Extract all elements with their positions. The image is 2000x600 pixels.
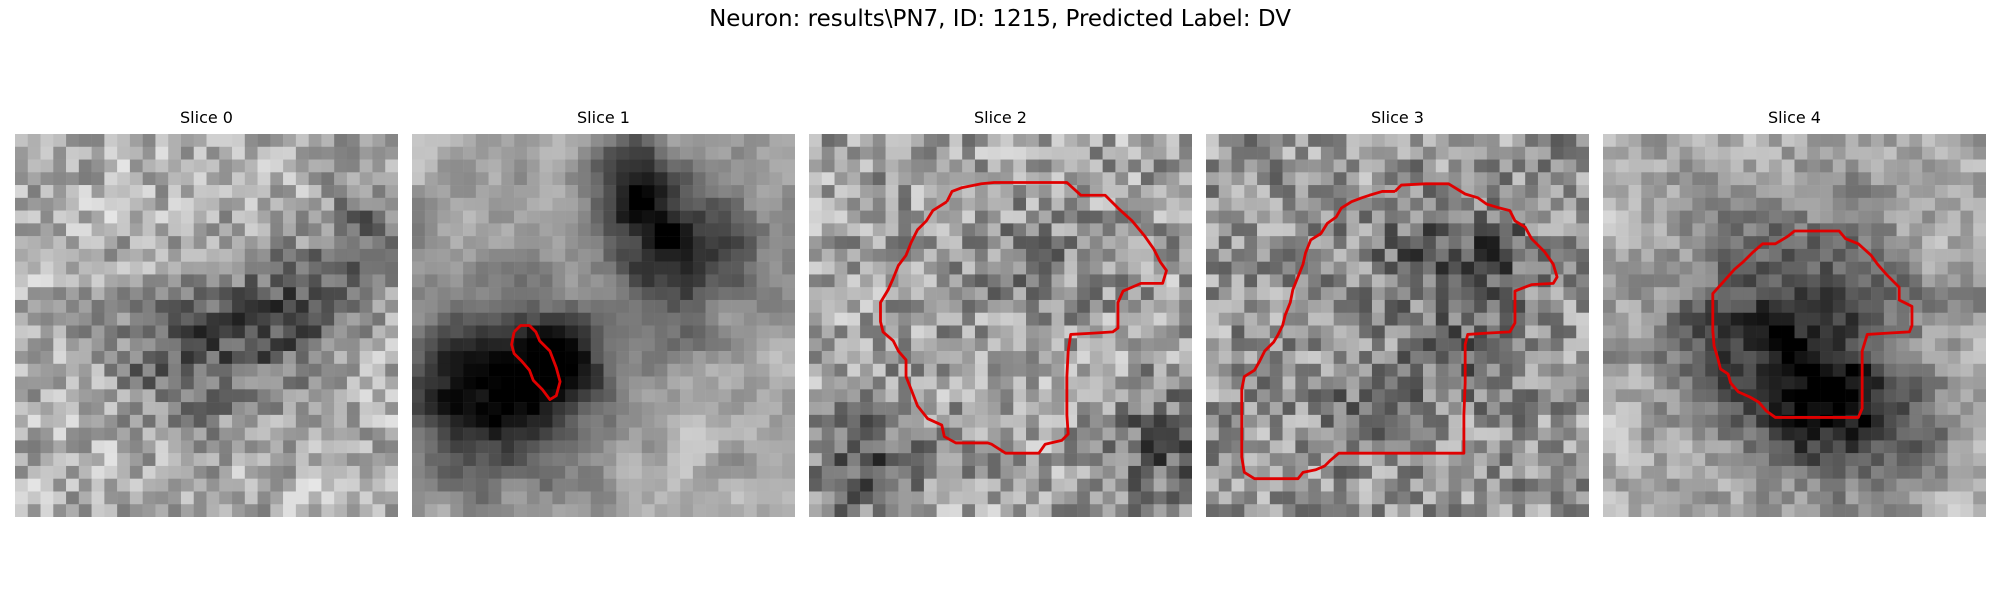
slice-title: Slice 4 (1768, 108, 1821, 127)
grayscale-pixel-grid (809, 134, 1192, 517)
slice-panel-3: Slice 3 (1206, 108, 1589, 520)
grayscale-pixel-grid (412, 134, 795, 517)
slice-panel-1: Slice 1 (412, 108, 795, 520)
slice-image (809, 134, 1192, 517)
segmentation-contour (1711, 229, 1914, 419)
slice-panel-0: Slice 0 (15, 108, 398, 520)
slice-image (1603, 134, 1986, 517)
slice-panel-4: Slice 4 (1603, 108, 1986, 520)
grayscale-pixel-grid (15, 134, 398, 517)
slice-image (412, 134, 795, 517)
slice-title: Slice 3 (1371, 108, 1424, 127)
segmentation-contour (879, 181, 1168, 455)
grayscale-pixel-grid (1206, 134, 1589, 517)
slice-title: Slice 1 (577, 108, 630, 127)
slice-image (1206, 134, 1589, 517)
figure-title: Neuron: results\PN7, ID: 1215, Predicted… (709, 6, 1291, 32)
segmentation-contour (1240, 182, 1559, 481)
segmentation-contour (510, 324, 562, 401)
grayscale-pixel-grid (1603, 134, 1986, 517)
slice-panel-2: Slice 2 (809, 108, 1192, 520)
slice-title: Slice 2 (974, 108, 1027, 127)
slice-title: Slice 0 (180, 108, 233, 127)
slice-image (15, 134, 398, 517)
